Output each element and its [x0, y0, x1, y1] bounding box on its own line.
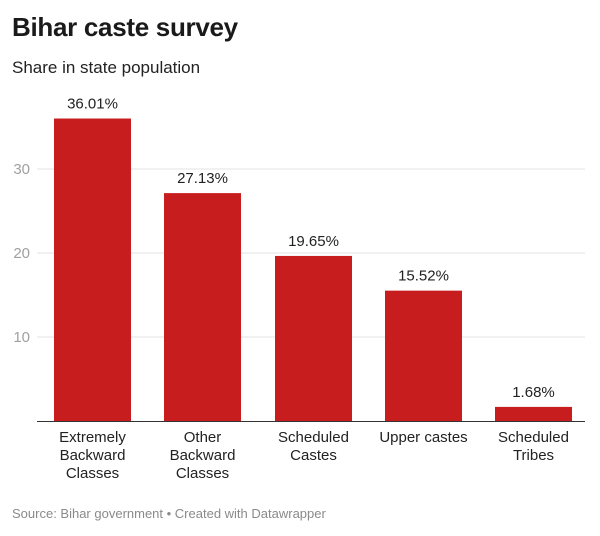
x-tick-label: Upper castes [379, 429, 467, 446]
bar-value-label: 1.68% [512, 384, 555, 401]
source-note: Source: Bihar government • Created with … [12, 506, 326, 521]
x-tick-label: Scheduled [498, 429, 569, 446]
bar [164, 193, 241, 421]
bar [385, 290, 462, 421]
x-tick-label: Backward [170, 447, 236, 464]
bar-value-label: 27.13% [177, 170, 228, 187]
x-tick-label: Tribes [513, 447, 554, 464]
y-tick-label: 20 [13, 245, 30, 262]
x-tick-label: Extremely [59, 429, 126, 446]
y-tick-label: 30 [13, 161, 30, 178]
x-tick-label: Other [184, 429, 222, 446]
chart-title: Bihar caste survey [12, 12, 238, 42]
bar-value-label: 36.01% [67, 96, 118, 113]
x-tick-label: Scheduled [278, 429, 349, 446]
y-tick-label: 10 [13, 329, 30, 346]
bar-value-label: 15.52% [398, 268, 449, 285]
bar-value-label: 19.65% [288, 233, 339, 250]
bar [54, 118, 131, 422]
x-tick-label: Classes [66, 465, 119, 482]
bar [275, 255, 352, 421]
x-tick-label: Backward [60, 447, 126, 464]
x-tick-label: Classes [176, 465, 229, 482]
x-tick-label: Castes [290, 447, 337, 464]
bar [495, 406, 572, 421]
chart-subtitle: Share in state population [12, 58, 201, 77]
